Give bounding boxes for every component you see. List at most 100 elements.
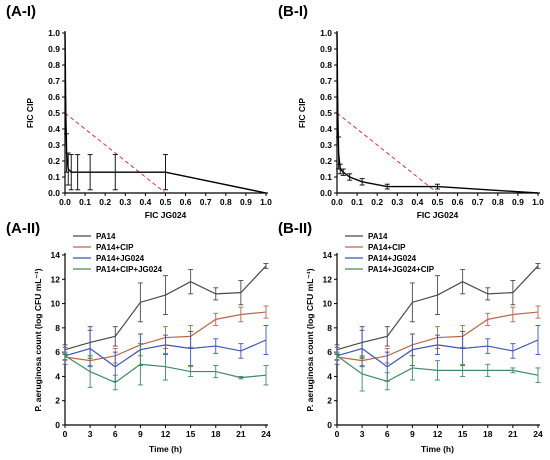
legend-label: PA14+CIP+JG024: [96, 265, 163, 274]
y-tick-label: 1.0: [320, 28, 332, 38]
x-axis-title: Time (h): [149, 444, 182, 454]
y-tick-label: 10: [51, 299, 61, 309]
x-tick-label: 0: [335, 429, 340, 439]
chart-a-i-isobologram: 0.0 0.1 0.2 0.3 0.4 0.5 0.6 0.7 0.8 0.9 1.0 0.0 0.1 0…: [25, 28, 272, 220]
legend-label: PA14+JG024+CIP: [368, 265, 435, 274]
y-tick-label: 0.3: [320, 140, 332, 150]
y-tick-label: 0.5: [320, 108, 332, 118]
x-tick-label: 21: [236, 429, 246, 439]
y-tick-label: 0.2: [48, 156, 60, 166]
y-tick-label: 4: [55, 371, 60, 381]
x-tick-label: 0.1: [79, 197, 91, 207]
y-tick-label: 8: [327, 323, 332, 333]
x-tick-label: 0.9: [240, 197, 252, 207]
legend-label: PA14: [96, 232, 116, 241]
y-tick-label: 14: [51, 250, 61, 260]
y-tick-label: 8: [55, 323, 60, 333]
x-tick-label: 9: [138, 429, 143, 439]
series-line: [336, 265, 539, 351]
y-tick-label: 0.2: [320, 156, 332, 166]
y-tick-label: 0.8: [48, 60, 60, 70]
y-tick-label: 0.4: [48, 124, 60, 134]
y-tick-label: 10: [323, 299, 333, 309]
y-tick-label: 0.7: [320, 76, 332, 86]
x-tick-label: 18: [211, 429, 221, 439]
y-tick-label: 0.0: [320, 188, 332, 198]
x-tick-label: 0.5: [432, 197, 444, 207]
x-tick-label: 15: [186, 429, 196, 439]
x-tick-label: 0.9: [512, 197, 524, 207]
x-axis-title: Time (h): [421, 444, 454, 454]
x-tick-label: 0.2: [99, 197, 111, 207]
y-tick-label: 0.6: [48, 92, 60, 102]
y-tick-label: 6: [327, 347, 332, 357]
y-tick-label: 0.1: [320, 172, 332, 182]
y-tick-label: 0.8: [320, 60, 332, 70]
x-tick-label: 0.1: [351, 197, 363, 207]
x-axis-title: FIC JG024: [417, 210, 459, 220]
panel-label-a-ii: (A-II): [6, 220, 40, 237]
x-tick-label: 3: [88, 429, 93, 439]
x-tick-label: 0.4: [411, 197, 423, 207]
series-line: [336, 355, 539, 382]
x-tick-label: 0.4: [139, 197, 151, 207]
x-tick-label: 0.6: [180, 197, 192, 207]
x-tick-label: 1.0: [532, 197, 544, 207]
x-tick-label: 6: [385, 429, 390, 439]
x-tick-label: 0.8: [492, 197, 504, 207]
isobologram-line: [64, 32, 267, 194]
y-tick-label: 0: [327, 420, 332, 430]
legend-label: PA14+CIP: [96, 243, 134, 252]
series-line: [64, 355, 267, 384]
x-tick-label: 0.7: [200, 197, 212, 207]
additivity-line: [64, 112, 166, 194]
additivity-line: [336, 112, 438, 194]
x-tick-label: 12: [161, 429, 171, 439]
y-tick-label: 12: [323, 274, 333, 284]
y-tick-label: 6: [55, 347, 60, 357]
y-tick-label: 0.9: [320, 44, 332, 54]
y-tick-label: 0.9: [48, 44, 60, 54]
x-tick-label: 12: [433, 429, 443, 439]
y-tick-label: 2: [55, 396, 60, 406]
x-tick-label: 3: [360, 429, 365, 439]
x-tick-label: 9: [410, 429, 415, 439]
x-tick-label: 0.5: [160, 197, 172, 207]
series-line: [336, 339, 539, 368]
x-tick-label: 1.0: [260, 197, 272, 207]
y-axis-title: P. aeruginosa count (log CFU mL⁻¹): [305, 268, 315, 411]
y-tick-label: 0.7: [48, 76, 60, 86]
x-tick-label: 24: [533, 429, 543, 439]
y-tick-label: 0.0: [48, 188, 60, 198]
y-axis-title: FIC CIP: [25, 98, 35, 129]
x-tick-label: 0: [63, 429, 68, 439]
x-tick-label: 0.8: [220, 197, 232, 207]
x-tick-label: 21: [508, 429, 518, 439]
x-tick-label: 0.3: [391, 197, 403, 207]
x-tick-label: 0.2: [371, 197, 383, 207]
isobologram-line: [336, 32, 539, 194]
panel-label-b-i: (B-I): [278, 3, 308, 20]
x-tick-label: 24: [261, 429, 271, 439]
x-tick-label: 15: [458, 429, 468, 439]
y-tick-label: 0.5: [48, 108, 60, 118]
x-tick-label: 0.3: [119, 197, 131, 207]
y-tick-label: 12: [51, 274, 61, 284]
x-tick-label: 0.7: [472, 197, 484, 207]
y-tick-label: 0.4: [320, 124, 332, 134]
y-tick-label: 4: [327, 371, 332, 381]
panel-label-b-ii: (B-II): [278, 220, 312, 237]
y-tick-label: 14: [323, 250, 333, 260]
x-axis-title: FIC JG024: [145, 210, 187, 220]
x-tick-label: 0.0: [331, 197, 343, 207]
panel-label-a-i: (A-I): [6, 3, 36, 20]
chart-a-ii-time-kill: 0 3 6 9 12 15 18 21 2402468101214PA14PA14+CIPPA1…: [33, 232, 271, 454]
y-tick-label: 0.6: [320, 92, 332, 102]
legend-label: PA14+JG024: [96, 254, 145, 263]
y-axis-title: P. aeruginosa count (log CFU mL⁻¹): [33, 268, 43, 411]
series-line: [64, 339, 267, 368]
y-axis-title: FIC CIP: [297, 98, 307, 129]
chart-b-i-isobologram: 0.0 0.1 0.2 0.3 0.4 0.5 0.6 0.7 0.8 0.9 1.0 0.0 0.1 0…: [297, 28, 544, 220]
x-tick-label: 6: [113, 429, 118, 439]
